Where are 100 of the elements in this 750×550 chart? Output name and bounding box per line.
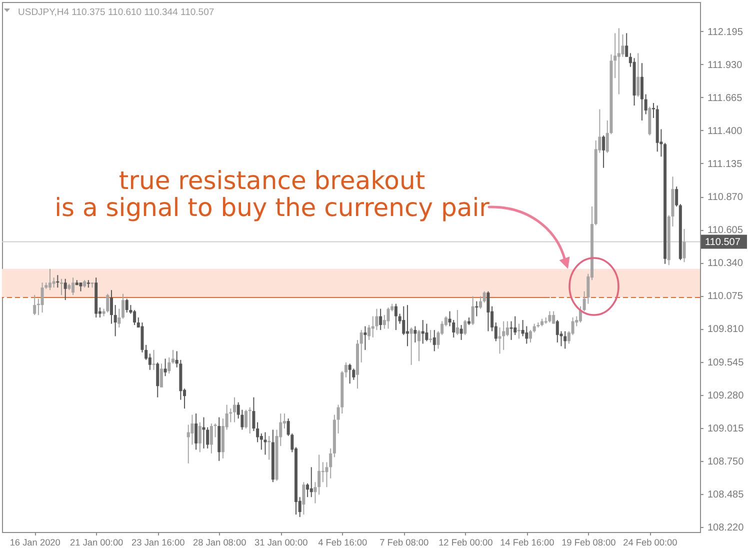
candlestick [318, 454, 321, 496]
y-tick-label: 111.400 [708, 126, 743, 137]
candlestick [140, 322, 144, 353]
x-tick-label: 19 Feb 08:00 [562, 538, 616, 548]
candlestick [502, 320, 506, 350]
candlestick [410, 326, 413, 366]
candlestick [206, 426, 210, 449]
candlestick [302, 482, 306, 516]
candlestick [617, 28, 620, 95]
x-tick-label: 16 Jan 2020 [10, 538, 60, 548]
candlestick [168, 356, 171, 374]
candlestick [368, 324, 371, 340]
candlestick [160, 363, 163, 388]
candlestick [640, 62, 644, 121]
candlestick [164, 358, 167, 377]
candlestick [379, 308, 382, 330]
candlestick [148, 353, 152, 370]
candlestick [564, 330, 567, 350]
candlestick [471, 296, 474, 326]
candlestick [133, 310, 136, 326]
candlestick [548, 310, 552, 323]
candlestick [264, 432, 267, 456]
x-tick-label: 31 Jan 00:00 [254, 538, 308, 548]
candlestick [456, 310, 459, 336]
candlestick [482, 290, 486, 304]
y-tick-label: 110.075 [708, 291, 744, 302]
candlestick [429, 329, 432, 343]
candlestick [344, 362, 348, 378]
candlestick [152, 349, 156, 370]
candlestick [464, 320, 467, 336]
candlestick [156, 362, 160, 398]
candlestick [621, 34, 624, 58]
candlestick [314, 482, 317, 504]
candlestick [106, 293, 110, 314]
candlestick [682, 228, 686, 263]
candlestick [394, 303, 398, 330]
candlestick [72, 277, 75, 296]
y-tick-label: 109.015 [708, 423, 744, 434]
candlestick [360, 329, 363, 363]
candlestick [636, 52, 640, 98]
candlestick [386, 307, 390, 330]
text: USDJPY,H4 110.375 110.610 110.344 110.507 [18, 7, 214, 18]
candlestick [64, 278, 67, 301]
x-tick-label: 28 Jan 08:00 [193, 538, 246, 548]
candlestick [252, 396, 256, 432]
x-tick-label: 21 Jan 00:00 [70, 538, 124, 548]
y-tick-label: 108.485 [708, 489, 744, 500]
y-tick-label: 111.135 [708, 158, 743, 170]
y-tick-label: 108.220 [708, 522, 744, 534]
candlestick [114, 304, 117, 337]
candlestick [125, 298, 128, 314]
y-tick-label: 110.605 [708, 225, 744, 236]
candlestick [556, 320, 559, 343]
y-tick-label: 109.545 [708, 357, 744, 368]
y-tick-label: 111.665 [708, 92, 743, 104]
y-tick-label: 109.280 [708, 390, 744, 402]
y-tick-label: 110.340 [708, 258, 744, 270]
candlestick [232, 396, 236, 423]
candlestick [118, 308, 121, 328]
candlestick [625, 32, 628, 58]
candlestick [425, 323, 428, 342]
candlestick [602, 134, 606, 168]
candlestick [432, 329, 436, 352]
y-tick-label: 111.930 [708, 60, 743, 71]
candlestick [33, 294, 36, 316]
candlestick [48, 268, 52, 291]
candlestick [414, 326, 417, 343]
candlestick [52, 277, 56, 288]
candlestick [460, 324, 463, 340]
candlestick [364, 326, 367, 350]
y-tick-label: 110.870 [708, 192, 744, 204]
candlestick [421, 320, 424, 344]
candlestick [310, 466, 313, 498]
candlestick [479, 296, 482, 310]
candlestick [198, 422, 202, 453]
candlestick [260, 432, 263, 450]
candlestick [552, 310, 556, 324]
candlestick [110, 290, 113, 324]
x-tick-label: 23 Jan 16:00 [132, 538, 185, 548]
candlestick [306, 482, 310, 498]
candlestick [486, 290, 490, 332]
ref-line-label: 110.507 [705, 236, 741, 248]
x-tick-label: 4 Feb 16:00 [318, 538, 368, 548]
candlestick [210, 423, 213, 454]
y-tick-label: 112.195 [708, 26, 744, 38]
candlestick [528, 329, 532, 343]
candlestick [194, 413, 198, 450]
candlestick [418, 329, 421, 362]
candlestick [506, 320, 509, 337]
x-tick-label: 24 Feb 00:00 [623, 538, 678, 548]
x-tick-label: 7 Feb 08:00 [380, 538, 429, 548]
y-tick-label: 108.750 [708, 456, 744, 468]
y-tick-label: 109.810 [708, 324, 744, 336]
candlestick [406, 304, 409, 347]
candlestick [202, 416, 206, 449]
candlestick [644, 94, 648, 115]
candlestick [614, 32, 617, 79]
x-tick-label: 12 Feb 00:00 [438, 538, 493, 548]
candlestick [60, 278, 64, 296]
candlestick [498, 326, 502, 354]
